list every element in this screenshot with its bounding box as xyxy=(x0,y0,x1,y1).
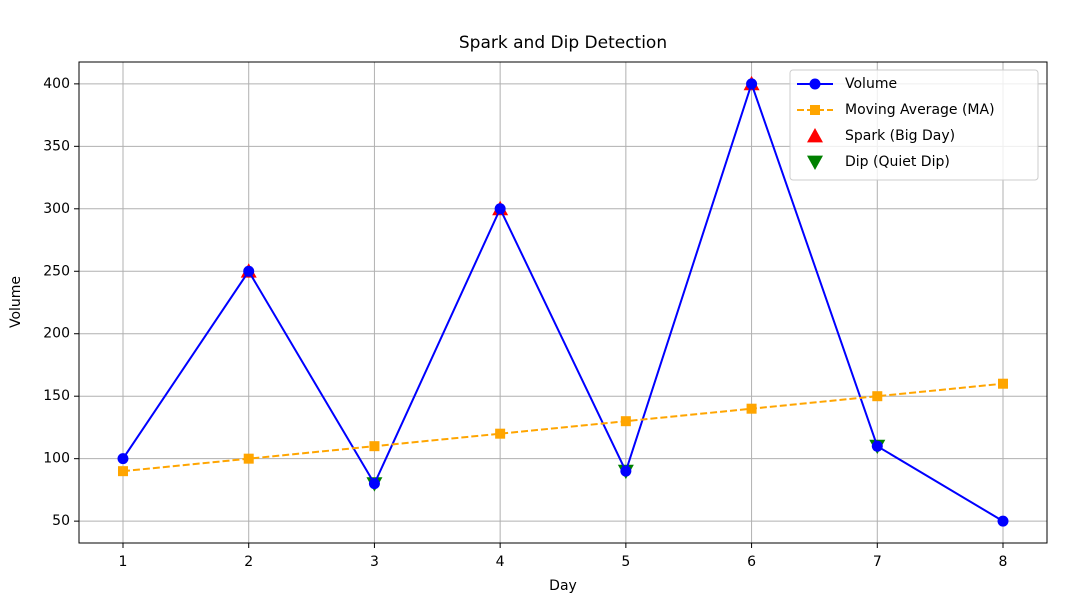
data-point xyxy=(494,203,506,215)
legend-marker xyxy=(810,105,820,115)
data-point xyxy=(495,428,506,439)
legend-marker xyxy=(809,78,821,90)
legend-box xyxy=(789,69,1039,181)
x-tick-label: 2 xyxy=(244,554,253,570)
data-point xyxy=(872,391,883,402)
x-tick-label: 8 xyxy=(999,554,1008,570)
legend-label: Volume xyxy=(845,76,897,92)
data-point xyxy=(998,378,1008,389)
data-point xyxy=(746,403,757,414)
data-point xyxy=(997,515,1009,527)
legend-label: Dip (Quiet Dip) xyxy=(845,154,950,170)
data-point xyxy=(243,453,254,464)
y-tick-label: 50 xyxy=(52,513,70,529)
data-point xyxy=(746,78,758,90)
chart-title: Spark and Dip Detection xyxy=(459,33,667,53)
legend-label: Spark (Big Day) xyxy=(845,128,955,144)
y-tick-label: 250 xyxy=(43,263,70,279)
y-tick-label: 100 xyxy=(43,451,70,467)
x-tick-label: 7 xyxy=(873,554,882,570)
data-point xyxy=(369,441,380,452)
x-tick-label: 6 xyxy=(747,554,756,570)
x-tick-label: 3 xyxy=(370,554,379,570)
series-line xyxy=(122,382,1004,473)
y-axis-label: Volume xyxy=(8,276,24,328)
series-line xyxy=(122,80,1004,522)
data-point xyxy=(368,478,380,490)
data-point xyxy=(620,465,632,477)
x-axis-label: Day xyxy=(549,578,577,594)
data-point xyxy=(118,466,128,477)
data-point xyxy=(243,265,255,277)
legend-marker xyxy=(807,155,823,170)
data-point xyxy=(117,453,129,465)
y-tick-label: 200 xyxy=(43,326,70,342)
y-tick-label: 400 xyxy=(43,76,70,92)
y-tick-label: 150 xyxy=(43,388,70,404)
legend: Volume Moving Average (MA) Spark (Big Day)… xyxy=(789,69,1039,181)
x-tick-label: 5 xyxy=(621,554,630,570)
legend-marker xyxy=(807,128,823,143)
y-tick-label: 300 xyxy=(43,201,70,217)
legend-label: Moving Average (MA) xyxy=(845,102,995,118)
x-tick-label: 4 xyxy=(496,554,505,570)
data-point xyxy=(620,416,631,427)
x-tick-label: 1 xyxy=(119,554,128,570)
plot-frame xyxy=(78,61,1048,544)
y-tick-label: 350 xyxy=(43,138,70,154)
data-point xyxy=(871,440,883,452)
